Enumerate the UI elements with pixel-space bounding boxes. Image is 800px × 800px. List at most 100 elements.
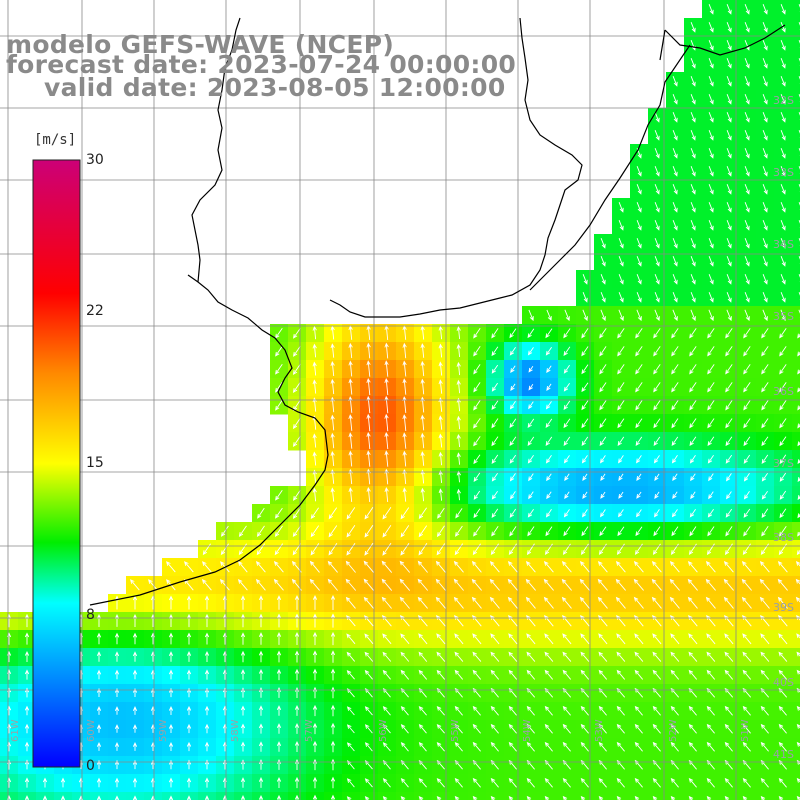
wind-arrow [168,595,174,610]
wind-arrow [672,309,678,322]
wind-arrow [528,309,534,322]
wind-arrow [654,112,660,123]
wind-arrow [687,561,698,573]
wind-arrow [456,415,461,430]
wind-arrow [96,613,102,627]
wind-arrow [345,560,356,573]
wind-arrow [527,454,534,464]
wind-arrow [652,723,661,734]
wind-arrow [345,578,357,591]
wind-arrow [742,543,751,556]
wind-arrow [384,342,389,359]
wind-arrow [563,328,571,339]
wind-arrow [780,112,786,123]
wind-arrow [454,651,464,662]
wind-arrow [418,525,428,538]
wind-arrow [581,418,589,429]
wind-arrow [186,613,192,628]
wind-arrow [490,795,496,800]
wind-arrow [60,777,66,788]
wind-arrow [598,777,607,788]
wind-arrow [366,450,371,467]
wind-speed-cell [792,450,800,469]
wind-arrow [742,795,748,800]
wind-arrow [779,490,787,500]
wind-arrow [616,795,622,800]
wind-arrow [707,400,715,411]
wind-arrow [581,364,589,375]
wind-arrow [490,705,499,716]
wind-arrow [348,487,353,502]
wind-arrow [744,130,750,141]
wind-arrow [292,435,301,447]
wind-arrow [294,705,300,716]
wind-arrow [761,508,769,519]
wind-arrow [204,669,210,680]
wind-arrow [240,669,246,680]
wind-speed-cell [792,486,800,505]
wind-arrow [689,382,697,393]
wind-arrow [132,632,138,645]
wind-arrow [435,578,446,591]
wind-speed-cell [792,72,800,91]
wind-arrow [725,508,733,518]
wind-arrow [420,360,425,377]
wind-arrow [509,508,517,518]
wind-arrow [364,706,373,716]
wind-arrow [312,776,318,789]
wind-arrow [276,632,282,645]
wind-arrow [797,477,800,482]
colorbar-tick-8: 8 [86,607,95,623]
wind-arrow [616,705,625,716]
wind-speed-cell [792,0,800,19]
wind-arrow [742,669,752,680]
wind-arrow [636,509,642,518]
wind-arrow [760,777,769,788]
wind-speed-cell [792,90,800,109]
wind-arrow [599,418,607,429]
wind-arrow [779,454,787,465]
wind-arrow [744,94,750,105]
wind-arrow [582,292,588,303]
wind-speed-cell [792,684,800,703]
wind-arrow [705,596,716,609]
wind-speed-cell [792,414,800,433]
wind-speed-cell [792,612,800,631]
wind-arrow [456,452,461,465]
wind-arrow [382,742,391,752]
wind-arrow [742,777,751,788]
wind-arrow [779,508,787,519]
lat-label-41s: 41S [773,748,794,761]
wind-arrow [707,436,715,447]
wind-arrow [456,361,461,376]
wind-speed-cell [792,162,800,181]
wind-arrow [726,491,732,500]
wind-arrow [345,596,356,609]
wind-arrow [562,614,572,627]
wind-arrow [708,309,714,322]
wind-arrow [490,651,500,662]
wind-arrow [384,450,389,467]
wind-speed-cell [612,792,631,800]
wind-arrow [744,256,750,267]
wind-arrow [24,650,30,662]
wind-arrow [744,58,750,69]
wind-arrow [258,632,264,645]
wind-arrow [725,454,733,464]
wind-arrow [690,274,696,285]
wind-speed-cell [792,468,800,487]
wind-arrow [688,777,697,788]
wind-arrow [348,450,353,467]
wind-arrow [312,433,317,448]
wind-arrow [671,346,679,357]
wind-arrow [330,325,335,340]
wind-arrow [132,742,138,751]
wind-speed-cell [792,702,800,721]
wind-arrow [312,631,318,646]
wind-arrow [563,400,571,410]
wind-arrow [761,436,769,447]
wind-arrow [114,724,120,733]
wind-arrow [743,526,751,537]
wind-arrow [780,148,786,159]
wind-arrow [654,148,660,159]
